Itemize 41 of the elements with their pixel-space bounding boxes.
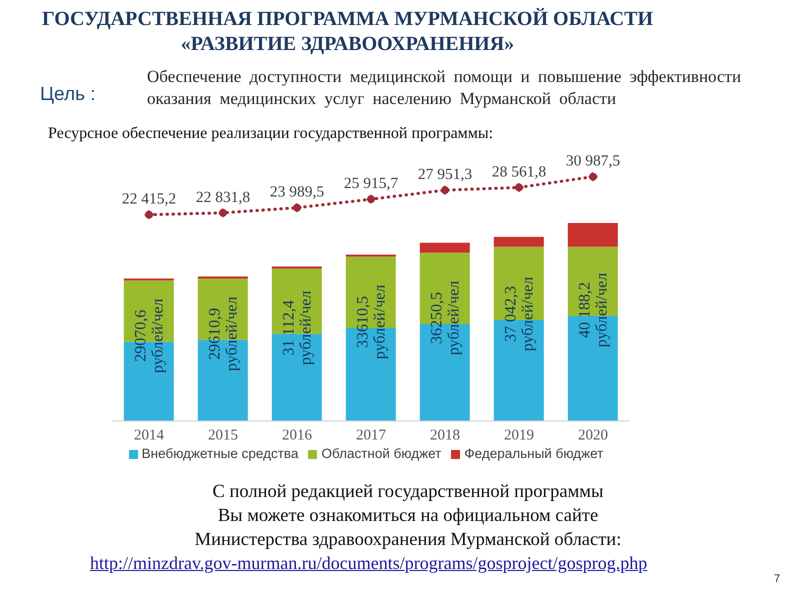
x-tick-label: 2019	[504, 428, 534, 444]
data-label: 30 987,5	[566, 152, 620, 170]
data-label: 22 831,8	[196, 188, 250, 206]
annotation: 40 188,2 рублей/чел	[576, 272, 610, 348]
annotation: 31 112,4 рублей/чел	[280, 290, 314, 366]
text: Цель :	[40, 84, 96, 106]
text: С полной редакцией государственной программы Вы можете ознакомиться на официальном сайте Министерства здравоохранения Мурманской области:	[194, 481, 622, 552]
x-tick-label: 2017	[356, 428, 386, 444]
data-label: 25 915,7	[344, 175, 398, 192]
x-tick-label: 2018	[430, 428, 460, 444]
x-tick-label: 2015	[208, 428, 238, 444]
data-label: 28 561,8	[492, 163, 546, 180]
x-tick-label: 2014	[134, 428, 164, 444]
point	[440, 186, 450, 195]
legend-label: Областной бюджет	[321, 446, 442, 461]
annotation: 33610,5 рублей/чел	[354, 284, 388, 360]
bar	[494, 236, 544, 247]
legend-label: Внебюджетные средства	[142, 446, 298, 461]
text: http://minzdrav.gov-murman.ru/documents/programs/gosproject/gosprog.php	[90, 553, 648, 574]
annotation: 29610,9 рублей/чел	[206, 296, 240, 372]
annotation: 36250,5 рублей/чел	[428, 280, 462, 356]
point	[292, 203, 302, 212]
bar	[568, 223, 618, 247]
point	[366, 194, 376, 204]
text: 7	[774, 573, 780, 585]
point	[218, 208, 228, 218]
chart-title: ГОСУДАРСТВЕННАЯ ПРОГРАММА МУРМАНСКОЙ ОБЛАСТИ «РАЗВИТИЕ ЗДРАВООХРАНЕНИЯ»	[40, 7, 654, 57]
text: Обеспечение доступности медицинской помощи и повышение эффективности оказания медицинских услуг населению Мурманской области	[147, 66, 742, 110]
bar	[420, 242, 470, 253]
point	[588, 172, 598, 182]
x-tick-label: 2016	[282, 428, 312, 444]
x-tick-label: 2020	[578, 428, 608, 444]
annotation: 37 042,3 рублей/чел	[502, 276, 536, 352]
point	[144, 210, 154, 219]
data-label: 23 989,5	[270, 184, 324, 201]
data-label: 22 415,2	[122, 190, 176, 208]
data-label: 27 951,3	[418, 166, 472, 184]
point	[514, 182, 524, 192]
annotation: 29070,6 рублей/чел	[132, 298, 166, 374]
legend-label: Федеральный бюджет	[464, 446, 604, 461]
chart-subtitle: Ресурсное обеспечение реализации государственной программы:	[48, 125, 494, 143]
